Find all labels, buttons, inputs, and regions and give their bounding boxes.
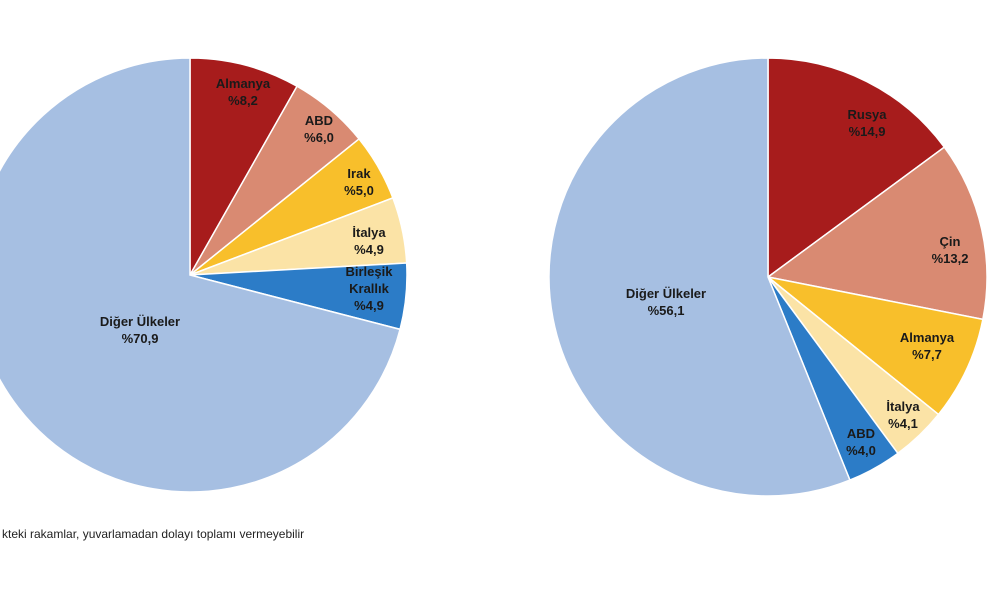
right-pie-chart: Rusya %14,9 Çin %13,2 Almanya %7,7 İtalya %4,1 A… — [548, 57, 988, 497]
right-pie-label-italya: İtalya %4,1 — [886, 399, 920, 431]
left-pie-label-birlesik-krallik: Birleşik Krallık %4,9 — [346, 264, 394, 313]
left-pie-slice-diger-ulkeler — [0, 57, 401, 493]
right-pie-slice-diger-ulkeler — [548, 57, 851, 497]
right-pie-label-almanya: Almanya %7,7 — [900, 330, 955, 362]
left-pie-label-irak: Irak %5,0 — [344, 166, 374, 198]
right-pie-slice-almanya — [767, 276, 984, 416]
right-pie-slice-rusya — [767, 57, 946, 279]
footnote: kteki rakamlar, yuvarlamadan dolayı topl… — [2, 527, 304, 541]
left-pie-label-almanya: Almanya %8,2 — [216, 76, 271, 108]
right-pie-label-abd: ABD %4,0 — [846, 426, 876, 458]
right-pie-label-rusya: Rusya %14,9 — [847, 107, 887, 139]
left-pie-label-italya: İtalya %4,9 — [352, 225, 386, 257]
right-pie-label-diger-ulkeler: Diğer Ülkeler %56,1 — [626, 286, 706, 318]
left-pie-label-abd: ABD %6,0 — [304, 113, 334, 145]
left-pie-label-diger-ulkeler: Diğer Ülkeler %70,9 — [100, 314, 180, 346]
left-pie-chart: Almanya %8,2 ABD %6,0 Irak %5,0 İtalya %4,9 Birl… — [0, 57, 408, 493]
right-pie-slice-cin — [766, 146, 988, 321]
right-pie-label-cin: Çin %13,2 — [932, 234, 969, 266]
left-pie-slice-almanya — [189, 57, 299, 278]
